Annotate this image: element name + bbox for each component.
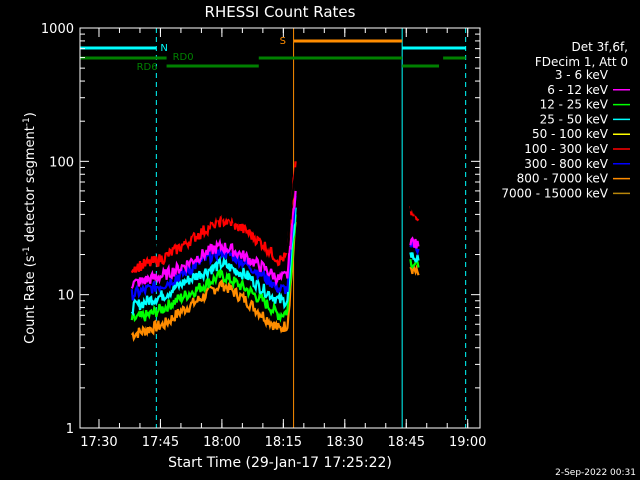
legend-label: 6 - 12 keV (547, 83, 609, 97)
x-axis: 17:30 17:45 18:00 18:15 18:30 18:45 19:00 (80, 28, 486, 450)
legend-label: 12 - 25 keV (540, 98, 609, 112)
series-line (409, 206, 420, 222)
legend-label: 3 - 6 keV (555, 68, 609, 82)
series-line (409, 263, 420, 276)
y-axis-label-end: ) (23, 112, 38, 117)
series-line (130, 190, 297, 289)
y-axis-label-sup2: -1 (22, 117, 32, 126)
legend-label: 100 - 300 keV (524, 142, 608, 156)
x-tick-label: 18:45 (388, 435, 425, 450)
x-axis-label: Start Time (29-Jan-17 17:25:22) (168, 455, 392, 471)
x-tick-label: 18:30 (326, 435, 363, 450)
legend-label: 800 - 7000 keV (517, 172, 609, 186)
series-line (130, 221, 297, 342)
y-axis-label-sup1: -1 (22, 246, 32, 255)
nonsaa-label: N (160, 43, 167, 54)
x-tick-label: 18:00 (203, 435, 240, 450)
series-line (409, 203, 420, 219)
x-tick-label: 17:45 (142, 435, 179, 450)
y-tick-label: 1000 (41, 22, 74, 37)
y-tick-label: 100 (49, 155, 74, 170)
render-timestamp: 2-Sep-2022 00:31 (555, 468, 636, 478)
y-tick-label: 10 (57, 289, 74, 304)
legend-label: 7000 - 15000 keV (501, 186, 608, 200)
y-axis-label: Count Rate (s-1 detector segment-1) (22, 112, 38, 344)
rd0-label: RD0 (173, 52, 194, 63)
legend-label: 50 - 100 keV (532, 127, 609, 141)
series-layer (130, 161, 420, 342)
y-axis: 1 10 100 1000 (41, 22, 480, 437)
y-tick-label: 1 (66, 422, 74, 437)
series-line (409, 252, 420, 263)
y-axis-label-mid: detector segment (23, 126, 38, 246)
x-tick-label: 19:00 (449, 435, 486, 450)
plot-frame (79, 27, 481, 429)
legend-label: 25 - 50 keV (540, 112, 609, 126)
x-tick-label: 17:30 (80, 435, 117, 450)
series-line (131, 167, 297, 263)
x-tick-label: 18:15 (265, 435, 302, 450)
rd6-label: RD6 (137, 62, 158, 73)
series-line (130, 207, 297, 317)
attenuator-label: S (280, 36, 286, 47)
legend-label: 300 - 800 keV (524, 157, 608, 171)
series-line (130, 214, 297, 323)
legend-header-1: Det 3f,6f, (572, 40, 629, 54)
y-axis-label-main: Count Rate (s (23, 255, 38, 344)
series-line (409, 236, 420, 249)
legend-header-2: FDecim 1, Att 0 (535, 55, 628, 69)
chart-title: RHESSI Count Rates (205, 3, 356, 21)
